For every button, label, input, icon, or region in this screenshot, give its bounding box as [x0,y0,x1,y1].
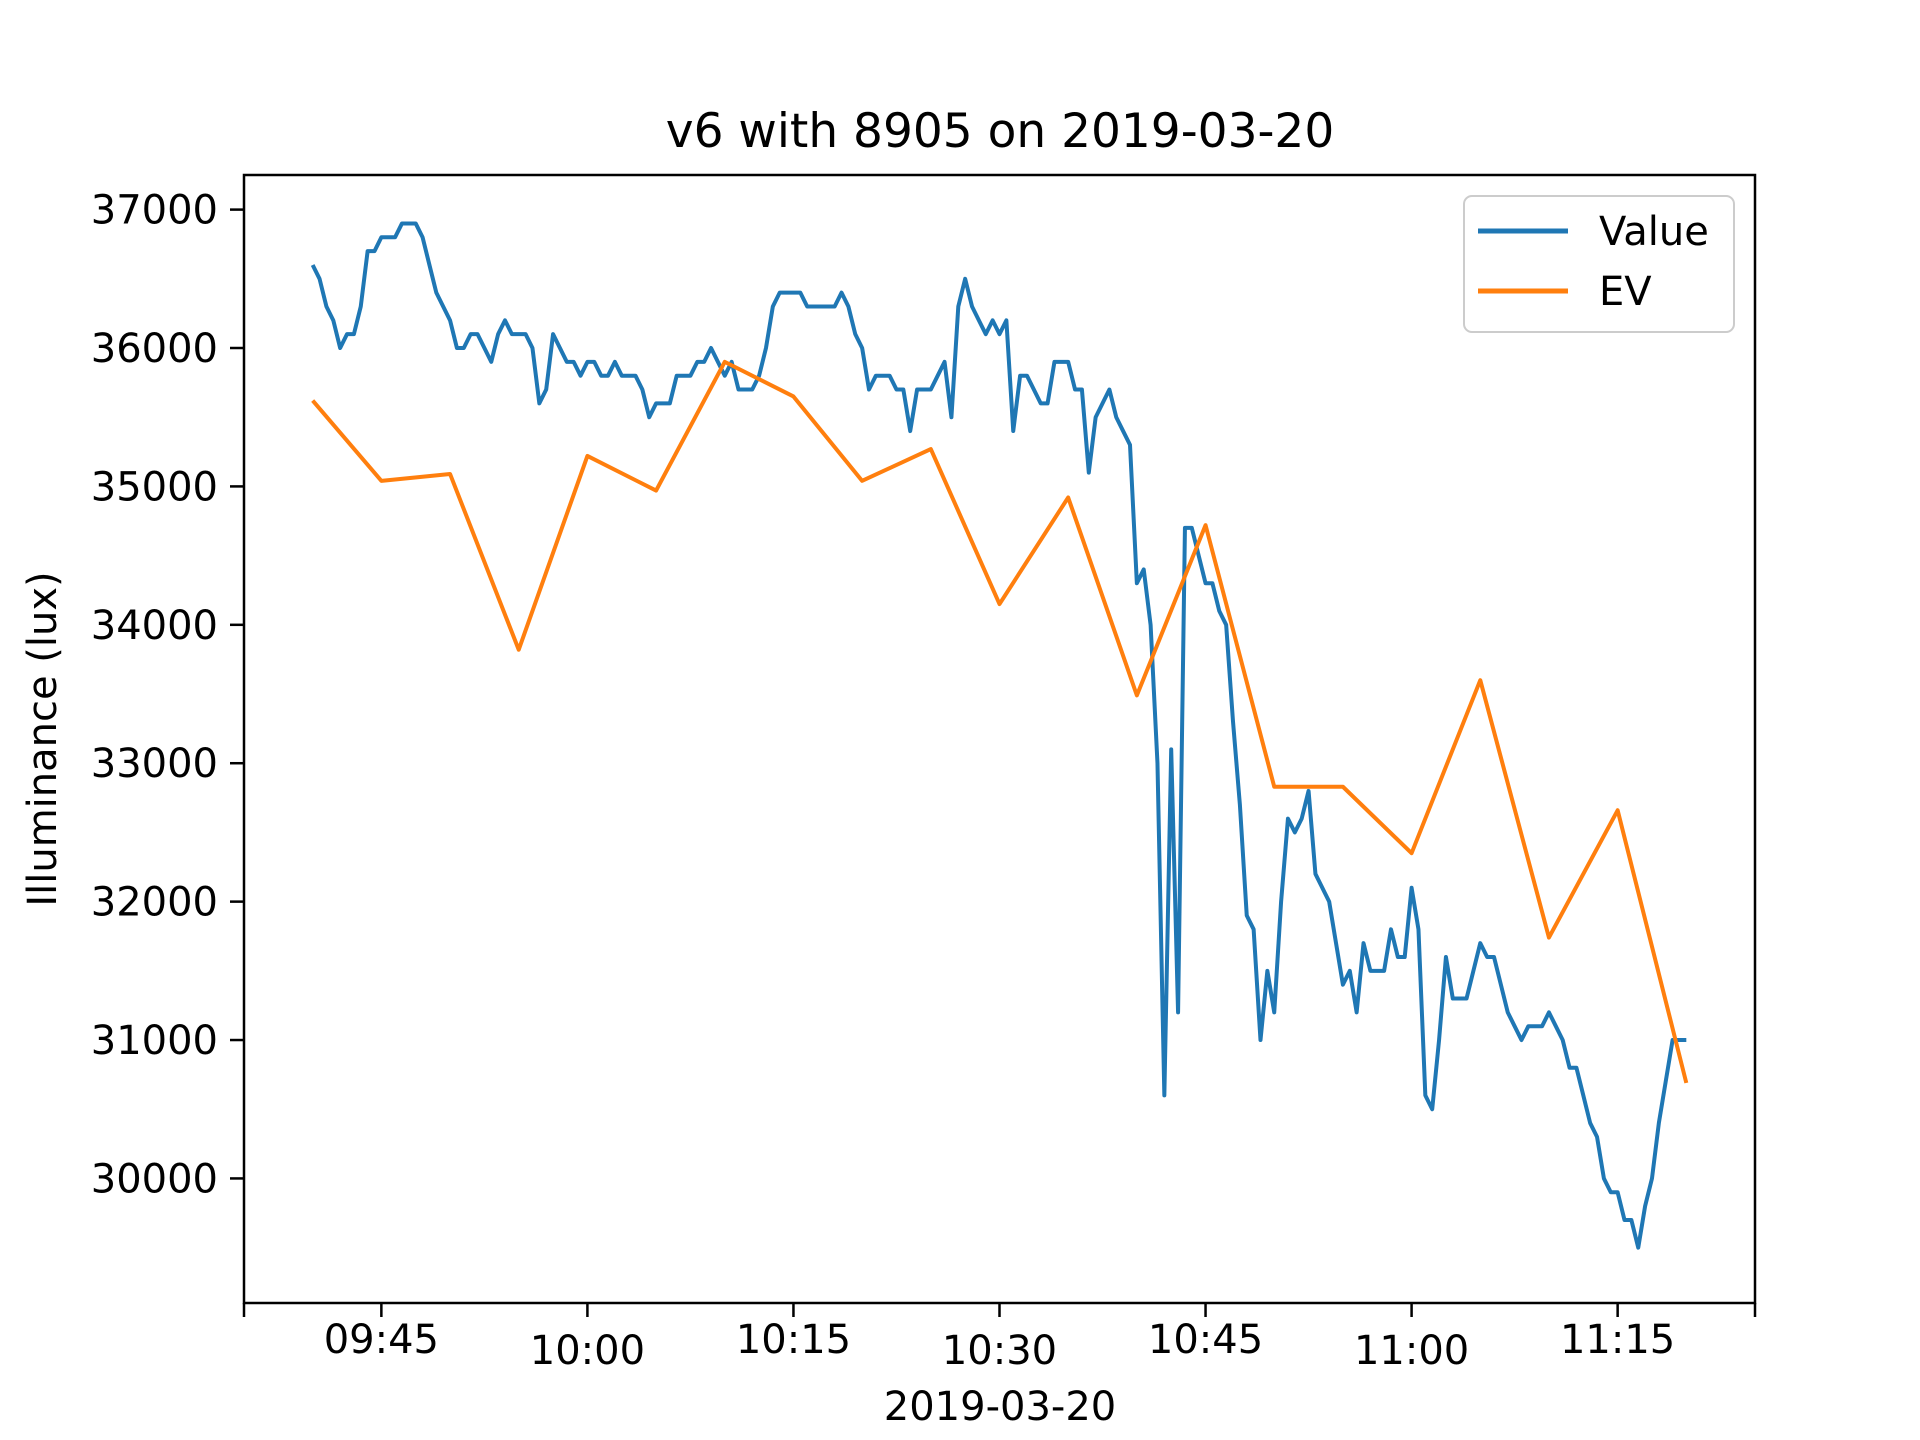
x-tick-label: 11:00 [1354,1328,1469,1374]
plot-frame [242,173,1757,1305]
x-tick-label: 10:30 [942,1328,1057,1374]
y-tick-label: 31000 [91,1018,218,1064]
y-tick-label: 36000 [91,326,218,372]
x-axis-label: 2019-03-20 [884,1384,1116,1430]
series-line-ev [311,359,1689,1084]
series-layer [310,221,1689,1250]
plot-area [242,173,1757,1305]
y-tick-label: 30000 [91,1156,218,1202]
legend-label-ev: EV [1599,269,1652,315]
x-tick-label: 11:15 [1560,1317,1675,1363]
x-tick-label: 10:15 [736,1317,851,1363]
y-tick-label: 34000 [91,603,218,649]
series-line-value [310,221,1687,1250]
y-axis-label: Illuminance (lux) [20,571,66,906]
y-tick-label: 33000 [91,741,218,787]
series-points-value [312,223,1687,1248]
legend-label-value: Value [1599,209,1709,255]
chart-legend: Value EV [1463,195,1735,333]
x-tick-label: 09:45 [324,1317,439,1363]
y-tick-label: 37000 [91,188,218,234]
x-tick-label: 10:45 [1148,1317,1263,1363]
series-points-ev [312,361,1687,1083]
y-tick-label: 35000 [91,464,218,510]
y-tick-label: 32000 [91,880,218,926]
y-axis-ticks: 30000 31000 32000 33000 34000 35000 36000 37000 [91,188,244,1202]
x-axis-ticks: 09:45 10:00 10:15 10:30 10:45 11:00 11:15 [242,1303,1757,1374]
chart-title: v6 with 8905 on 2019-03-20 [666,104,1335,159]
x-tick-label: 10:00 [530,1328,645,1374]
